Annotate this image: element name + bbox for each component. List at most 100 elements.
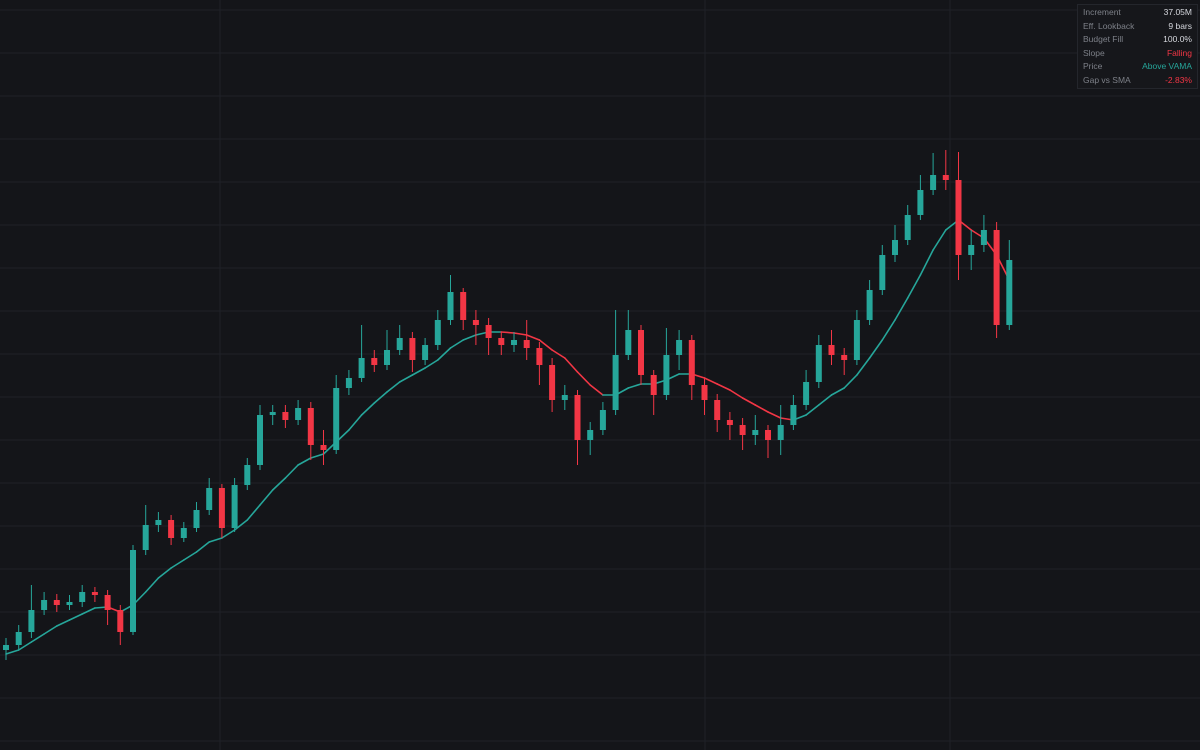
candle-body	[28, 610, 35, 632]
candle-body	[726, 420, 733, 425]
vama-segment	[932, 229, 947, 251]
candle-body	[803, 382, 810, 405]
info-label: Slope	[1083, 47, 1105, 58]
vama-segment	[5, 649, 20, 655]
vama-segment	[881, 319, 896, 341]
candle-body	[777, 425, 784, 440]
vama-segment	[284, 464, 299, 479]
candle-body	[523, 340, 530, 348]
vama-segment	[703, 377, 719, 385]
candle-body	[790, 405, 797, 425]
candle-body	[815, 345, 822, 382]
candle-body	[625, 330, 632, 355]
vama-segment	[81, 607, 96, 615]
info-value: Falling	[1166, 47, 1192, 58]
candle-body	[549, 365, 556, 400]
vama-segment	[221, 529, 236, 539]
vama-segment	[68, 613, 83, 621]
candle-body	[333, 388, 340, 450]
info-value: 9 bars	[1168, 20, 1192, 31]
vama-segment	[183, 551, 198, 561]
candle-body	[218, 488, 225, 528]
vama-segment	[551, 349, 566, 359]
vama-segment	[30, 633, 45, 643]
info-panel: Increment 37.05M Eff. Lookback 9 bars Budget…	[1077, 4, 1198, 89]
candle-body	[53, 600, 60, 605]
vama-segment	[246, 504, 261, 521]
candle-body	[866, 290, 873, 320]
vama-segment	[398, 374, 414, 383]
info-row: Budget Fill 100.0%	[1078, 33, 1197, 47]
vama-segment	[627, 383, 642, 389]
candle-body	[282, 412, 289, 420]
candle-body	[231, 485, 238, 528]
vama-segment	[563, 357, 579, 373]
candle-body	[892, 240, 898, 255]
vama-segment	[868, 339, 884, 359]
candle-body	[358, 358, 365, 378]
info-row: Price Above VAMA	[1078, 60, 1197, 74]
vama-segment	[462, 334, 477, 341]
candle-body	[269, 412, 276, 415]
candle-body	[599, 410, 606, 430]
candle-body	[295, 408, 302, 420]
candle-body	[638, 330, 644, 375]
vama-segment	[195, 541, 210, 553]
candle-body	[142, 525, 149, 550]
candle-body	[409, 338, 416, 360]
candle-body	[917, 190, 924, 215]
info-row: Gap vs SMA -2.83%	[1078, 74, 1197, 88]
candle-body	[828, 345, 835, 355]
vama-segment	[525, 334, 541, 341]
candle-body	[66, 602, 73, 605]
candle-body	[574, 395, 581, 440]
vama-segment	[729, 389, 744, 399]
candle-body	[714, 400, 721, 420]
candle-body	[180, 528, 187, 538]
candle-body	[41, 600, 48, 610]
vama-segment	[576, 371, 592, 386]
vama-segment	[55, 619, 71, 627]
candle-body	[942, 175, 949, 180]
candle-body	[485, 325, 492, 338]
candle-body	[701, 385, 708, 400]
info-label: Eff. Lookback	[1083, 20, 1135, 31]
vama-segment	[856, 357, 871, 376]
vama-segment	[157, 567, 172, 579]
candle-body	[841, 355, 848, 360]
vama-segment	[741, 397, 757, 406]
vama-segment	[817, 394, 833, 406]
candle-body	[663, 355, 670, 395]
info-value: -2.83%	[1165, 74, 1192, 85]
candle-body	[853, 320, 860, 360]
vama-segment	[170, 559, 185, 569]
candle-body	[498, 338, 505, 345]
candle-body	[447, 292, 454, 320]
vama-segment	[589, 384, 604, 396]
candle-body	[79, 592, 86, 602]
vama-segment	[233, 519, 249, 531]
vama-segment	[513, 332, 528, 336]
candle-body	[879, 255, 886, 290]
candle-body	[765, 430, 771, 440]
candle-body	[117, 610, 124, 632]
candle-body	[561, 395, 568, 400]
candle-body	[587, 430, 594, 440]
vama-segment	[449, 339, 465, 349]
info-label: Increment	[1083, 7, 1121, 17]
vama-segment	[411, 367, 426, 376]
vama-segment	[43, 625, 58, 635]
vama-segment	[906, 274, 922, 299]
candle-body	[1006, 260, 1013, 325]
candle-body	[536, 348, 543, 365]
candle-body	[688, 340, 695, 385]
vama-segment	[360, 402, 376, 416]
vama-segment	[348, 414, 363, 431]
info-row: Eff. Lookback 9 bars	[1078, 20, 1197, 34]
vama-segment	[894, 297, 909, 321]
candle-body	[345, 378, 352, 388]
vama-segment	[716, 383, 731, 391]
